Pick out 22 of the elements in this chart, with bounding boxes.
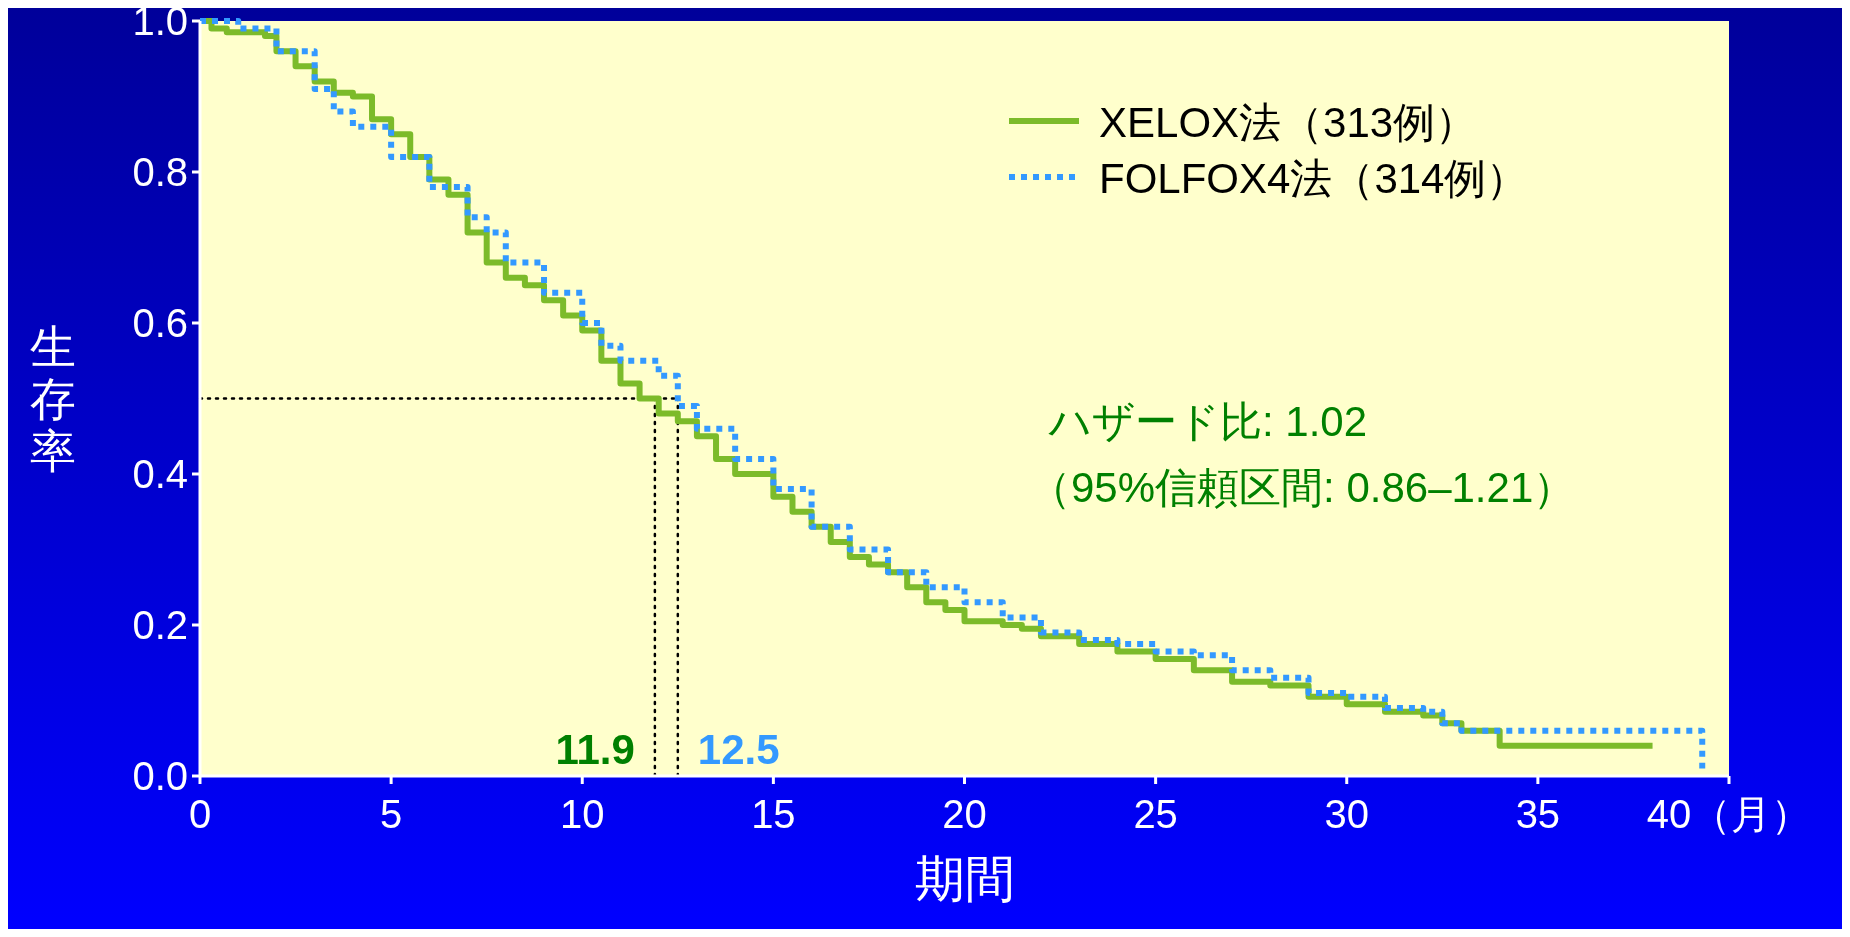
x-tick-label: 40（月） (1646, 792, 1812, 836)
x-tick-label: 5 (380, 792, 403, 836)
x-tick-label: 0 (188, 792, 212, 836)
annotation: 12.5 (697, 726, 780, 773)
annotation: ハザード比: 1.02 (1048, 398, 1368, 445)
y-tick-label: 0.2 (132, 603, 188, 647)
x-tick-label: 30 (1324, 792, 1369, 836)
y-tick-label: 0.0 (132, 754, 188, 798)
x-tick-label: 10 (560, 792, 605, 836)
legend-label: FOLFOX4法（314例） (1099, 155, 1529, 202)
y-tick-label: 0.8 (132, 150, 188, 194)
annotation: 11.9 (555, 726, 635, 773)
x-tick-label: 20 (942, 792, 987, 836)
legend-label: XELOX法（313例） (1099, 99, 1478, 146)
y-tick-label: 0.4 (132, 452, 188, 496)
y-axis-title: 生存率 (30, 320, 76, 477)
x-tick-label: 35 (1515, 792, 1561, 836)
x-tick-label: 25 (1133, 792, 1178, 836)
x-axis-title: 期間 (914, 851, 1015, 907)
y-tick-label: 0.6 (132, 301, 188, 345)
x-tick-label: 15 (751, 792, 796, 836)
annotation: （95%信頼区間: 0.86–1.21） (1029, 464, 1576, 511)
